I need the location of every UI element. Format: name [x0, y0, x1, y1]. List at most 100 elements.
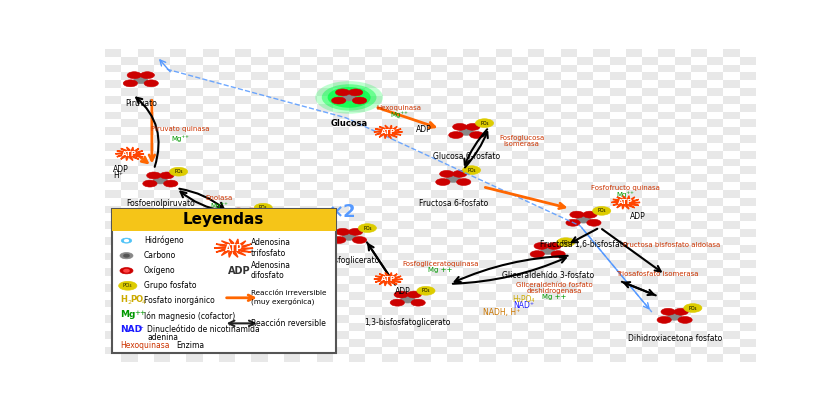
Bar: [463, 347, 480, 354]
Circle shape: [249, 216, 263, 223]
Bar: [105, 221, 121, 229]
Bar: [284, 198, 301, 206]
Bar: [398, 362, 414, 370]
Bar: [431, 252, 447, 260]
Polygon shape: [622, 202, 626, 209]
Bar: [121, 276, 138, 284]
Bar: [447, 323, 463, 331]
Bar: [544, 119, 561, 127]
Bar: [756, 362, 772, 370]
Bar: [202, 143, 219, 151]
Text: Reacción reversible: Reacción reversible: [251, 319, 326, 328]
Bar: [642, 323, 659, 331]
Bar: [544, 88, 561, 96]
Bar: [414, 339, 431, 347]
Bar: [268, 206, 284, 213]
Bar: [186, 307, 202, 315]
Text: Fosfato inorgánico: Fosfato inorgánico: [144, 296, 215, 305]
Bar: [349, 72, 365, 80]
Bar: [284, 88, 301, 96]
Bar: [756, 49, 772, 57]
Bar: [447, 151, 463, 159]
Bar: [561, 112, 577, 119]
Bar: [610, 182, 626, 190]
Bar: [219, 57, 235, 64]
Bar: [414, 166, 431, 174]
Bar: [431, 331, 447, 339]
Bar: [284, 151, 301, 159]
Bar: [268, 300, 284, 307]
Bar: [544, 182, 561, 190]
Bar: [561, 252, 577, 260]
Bar: [235, 64, 251, 72]
Bar: [414, 135, 431, 143]
Bar: [626, 112, 642, 119]
Bar: [284, 292, 301, 300]
Bar: [463, 174, 480, 182]
Bar: [251, 229, 268, 237]
Bar: [626, 49, 642, 57]
Polygon shape: [129, 154, 133, 160]
Bar: [772, 104, 789, 112]
Bar: [528, 315, 544, 323]
Polygon shape: [379, 274, 388, 279]
Bar: [626, 174, 642, 182]
Bar: [381, 119, 398, 127]
Polygon shape: [375, 129, 388, 132]
Bar: [675, 292, 690, 300]
Circle shape: [315, 81, 383, 114]
Bar: [349, 276, 365, 284]
Bar: [381, 339, 398, 347]
Text: Dinucleótido de nicotinamida: Dinucleótido de nicotinamida: [147, 324, 260, 333]
Bar: [301, 362, 317, 370]
Circle shape: [160, 172, 174, 179]
Bar: [528, 237, 544, 245]
Text: PO₄: PO₄: [363, 225, 371, 231]
Polygon shape: [229, 239, 234, 248]
Bar: [707, 57, 723, 64]
Circle shape: [417, 287, 435, 295]
Bar: [186, 104, 202, 112]
Bar: [772, 72, 789, 80]
Bar: [675, 245, 690, 252]
Bar: [626, 268, 642, 276]
Bar: [675, 213, 690, 221]
Bar: [365, 315, 381, 323]
Polygon shape: [388, 132, 397, 137]
Bar: [528, 158, 544, 166]
Text: Hidrógeno: Hidrógeno: [144, 236, 184, 245]
Bar: [690, 112, 707, 119]
Bar: [301, 174, 317, 182]
Bar: [398, 221, 414, 229]
Circle shape: [394, 291, 408, 298]
Bar: [512, 307, 528, 315]
Bar: [121, 370, 138, 378]
Bar: [235, 143, 251, 151]
Polygon shape: [612, 201, 626, 202]
Polygon shape: [626, 202, 629, 209]
Bar: [138, 49, 154, 57]
Bar: [447, 119, 463, 127]
Bar: [690, 362, 707, 370]
Bar: [121, 182, 138, 190]
Bar: [593, 284, 610, 292]
Bar: [202, 347, 219, 354]
Circle shape: [349, 89, 363, 96]
Text: Mg ++: Mg ++: [542, 294, 566, 300]
Bar: [577, 119, 593, 127]
Text: H: H: [120, 295, 127, 304]
Bar: [398, 190, 414, 198]
Bar: [268, 80, 284, 88]
Circle shape: [566, 219, 580, 226]
Bar: [675, 166, 690, 174]
Bar: [138, 300, 154, 307]
Bar: [349, 182, 365, 190]
Bar: [219, 182, 235, 190]
Text: Isomerasa: Isomerasa: [504, 141, 539, 147]
Bar: [447, 370, 463, 378]
Bar: [480, 57, 496, 64]
Bar: [610, 292, 626, 300]
Bar: [690, 143, 707, 151]
Bar: [772, 135, 789, 143]
Bar: [447, 307, 463, 315]
